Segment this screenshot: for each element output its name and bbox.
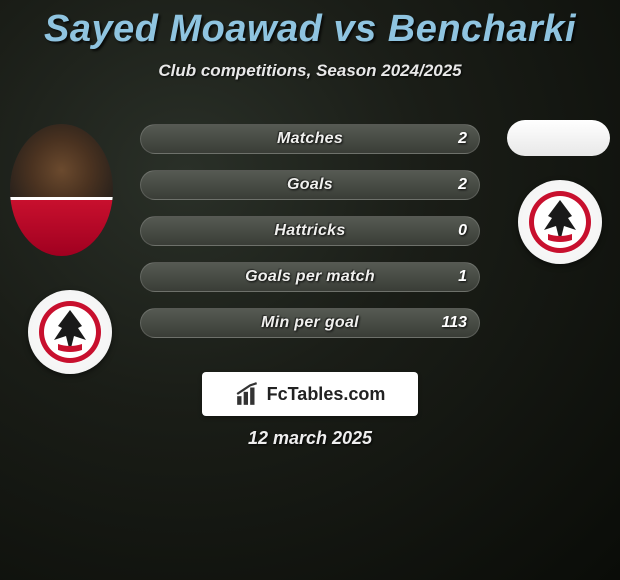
chart-icon bbox=[235, 381, 261, 407]
player-photo-left bbox=[10, 124, 113, 256]
club-badge-right bbox=[518, 180, 602, 264]
stat-row-goals: Goals 2 bbox=[140, 170, 480, 200]
stat-value: 2 bbox=[458, 176, 467, 194]
watermark-badge: FcTables.com bbox=[202, 372, 418, 416]
stat-value: 113 bbox=[441, 314, 467, 332]
stats-container: Matches 2 Goals 2 Hattricks 0 Goals per … bbox=[140, 124, 480, 354]
player-face-placeholder bbox=[10, 124, 113, 256]
stat-label: Matches bbox=[277, 130, 343, 148]
stat-row-matches: Matches 2 bbox=[140, 124, 480, 154]
stat-value: 0 bbox=[458, 222, 467, 240]
stat-row-goals-per-match: Goals per match 1 bbox=[140, 262, 480, 292]
player-photo-right bbox=[507, 120, 610, 156]
club-badge-left bbox=[28, 290, 112, 374]
eagle-icon bbox=[528, 190, 592, 254]
stat-row-min-per-goal: Min per goal 113 bbox=[140, 308, 480, 338]
stat-value: 2 bbox=[458, 130, 467, 148]
content-wrapper: Sayed Moawad vs Bencharki Club competiti… bbox=[0, 0, 620, 81]
stat-label: Hattricks bbox=[274, 222, 345, 240]
page-subtitle: Club competitions, Season 2024/2025 bbox=[0, 61, 620, 81]
eagle-icon bbox=[38, 300, 102, 364]
stat-label: Goals bbox=[287, 176, 333, 194]
page-title: Sayed Moawad vs Bencharki bbox=[0, 0, 620, 51]
stat-row-hattricks: Hattricks 0 bbox=[140, 216, 480, 246]
stat-label: Min per goal bbox=[261, 314, 359, 332]
stat-value: 1 bbox=[458, 268, 467, 286]
date-label: 12 march 2025 bbox=[0, 428, 620, 449]
watermark-text: FcTables.com bbox=[267, 384, 386, 405]
stat-label: Goals per match bbox=[245, 268, 375, 286]
player-jersey bbox=[10, 197, 113, 256]
